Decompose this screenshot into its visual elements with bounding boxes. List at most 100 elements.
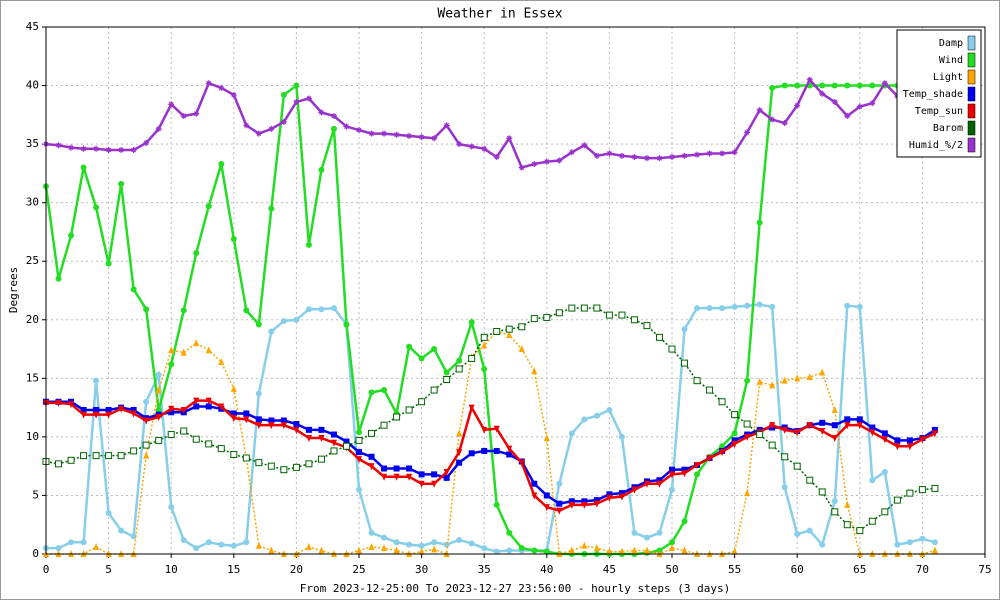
point: [669, 466, 675, 473]
point: [205, 346, 212, 354]
point: [155, 125, 162, 132]
point: [643, 534, 650, 541]
point: [443, 376, 451, 384]
point: [381, 387, 388, 394]
point: [794, 531, 801, 538]
point: [368, 389, 375, 396]
point: [656, 529, 663, 536]
point: [531, 480, 538, 487]
point: [456, 141, 463, 148]
point: [393, 473, 400, 481]
point: [80, 164, 87, 171]
point: [330, 431, 337, 438]
point: [356, 429, 362, 436]
series: [43, 327, 938, 557]
point: [305, 241, 312, 248]
x-tick-label: 30: [415, 563, 428, 576]
point: [130, 533, 137, 540]
point: [268, 125, 275, 132]
point: [430, 386, 438, 394]
point: [305, 460, 313, 468]
x-tick-label: 0: [43, 563, 50, 576]
point: [819, 90, 826, 97]
point: [443, 541, 450, 548]
point: [406, 343, 413, 350]
point: [93, 145, 100, 152]
point: [255, 130, 262, 137]
point: [543, 504, 550, 512]
point: [218, 541, 225, 548]
point: [155, 371, 162, 378]
point: [243, 410, 250, 417]
point: [456, 459, 463, 466]
point: [906, 437, 913, 444]
point: [155, 413, 162, 421]
y-tick-label: 15: [26, 371, 39, 384]
point: [669, 486, 675, 493]
point: [80, 145, 87, 152]
point: [931, 426, 938, 433]
point: [217, 445, 225, 453]
legend-label: Light: [933, 72, 963, 83]
point: [681, 359, 689, 367]
point: [731, 411, 739, 419]
point: [305, 426, 312, 433]
point: [368, 463, 375, 471]
point: [481, 365, 488, 372]
point: [230, 415, 237, 423]
point: [918, 486, 926, 494]
point: [706, 386, 714, 394]
point: [55, 460, 63, 468]
point: [906, 489, 914, 497]
point: [93, 542, 100, 550]
point: [894, 437, 901, 444]
point: [205, 203, 212, 210]
point: [806, 76, 813, 83]
point: [481, 145, 488, 152]
point: [618, 311, 626, 319]
point: [631, 486, 638, 494]
point: [643, 546, 650, 554]
point: [180, 113, 187, 120]
legend-swatch: [967, 35, 976, 51]
point: [143, 306, 150, 313]
point: [831, 405, 838, 413]
point: [381, 465, 388, 472]
point: [93, 411, 100, 419]
point: [280, 466, 288, 474]
point: [481, 447, 488, 454]
point: [393, 539, 400, 546]
point: [681, 470, 688, 478]
point: [481, 545, 488, 552]
point: [831, 435, 838, 443]
point: [68, 144, 75, 151]
point: [506, 135, 513, 142]
legend-swatch: [967, 120, 976, 136]
point: [93, 406, 100, 413]
point: [681, 152, 688, 159]
point: [343, 321, 350, 328]
point: [856, 422, 863, 430]
point: [205, 80, 212, 87]
point: [693, 377, 701, 385]
point: [343, 123, 350, 130]
point: [831, 508, 839, 516]
point: [606, 150, 613, 157]
point: [481, 341, 488, 349]
point: [393, 413, 401, 421]
point: [380, 421, 388, 429]
point: [919, 436, 926, 444]
point: [280, 417, 287, 424]
point: [205, 397, 212, 405]
point: [831, 82, 838, 89]
point: [906, 443, 913, 451]
point: [255, 416, 262, 423]
point: [694, 461, 701, 469]
point: [118, 405, 125, 413]
point: [868, 517, 876, 525]
point: [205, 539, 212, 546]
point: [931, 430, 938, 438]
point: [456, 449, 463, 457]
point: [643, 155, 650, 162]
point: [468, 354, 476, 362]
